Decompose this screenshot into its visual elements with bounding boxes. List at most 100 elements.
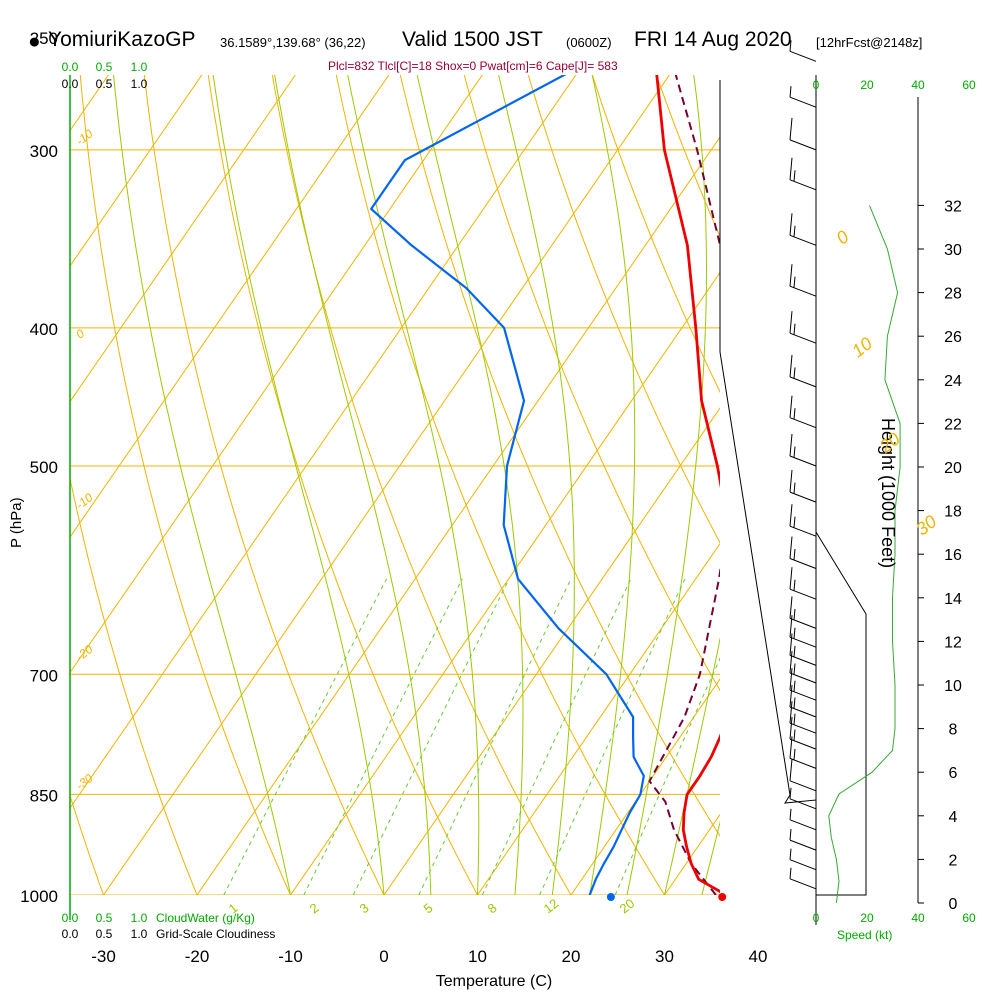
cloudwater-tick-bottom: 0.0 [62,911,79,925]
wind-barb-half [793,627,796,639]
isotherm [70,75,390,538]
cloudwater-tick-top: 0.5 [96,60,113,74]
wind-barb-half [789,808,792,820]
isotherm [383,407,720,895]
height-axis-title: Height (1000 Feet) [878,418,898,568]
dry-adiabat [70,476,198,895]
wind-barb-flag [789,701,793,724]
dry-adiabat [591,75,720,393]
wind-barb-half [793,170,796,182]
wind-barb-staff [789,139,817,151]
cloudwater-tick-bottom: 1.0 [131,911,148,925]
height-tick-label: 0 [949,896,958,913]
wind-barb [789,867,817,890]
wind-barb [789,701,817,734]
wind-barb [789,40,817,62]
mixing-ratio-label: 8 [485,900,500,916]
wind-barb-half [789,829,792,841]
temp-tick-label: 30 [655,947,674,966]
speed-panel-frame [815,531,867,896]
isotherm-label: 0 [73,326,87,341]
moist-adiabat [347,75,480,895]
wind-barb-staff [789,332,817,344]
wind-barb-flag [789,470,793,493]
wind-barb-half [793,697,796,709]
wind-barb-flag [789,213,793,236]
skewt-plot-area [70,12,1000,925]
dry-adiabat [271,75,572,895]
wind-barb [789,758,817,792]
wind-barb-staff [789,738,817,750]
cloudiness-tick-bottom: 0.5 [96,927,113,941]
height-tick-label: 4 [949,809,958,826]
wind-barb-flag [789,758,793,781]
pressure-label: 300 [30,142,58,161]
pressure-label: 850 [30,786,58,805]
wind-barb-staff [789,722,817,734]
isotherm [477,542,720,895]
height-tick-label: 30 [944,242,962,259]
mixing-ratio-label: 5 [421,900,436,916]
wind-barb-half [793,579,796,591]
isotherm [70,75,296,403]
temp-tick-label: 0 [379,947,388,966]
wind-barb-flag [789,596,793,619]
wind-barb-flag [789,684,793,708]
pressure-axis-title: P (hPa) [8,497,25,548]
wind-barb-staff [789,672,817,684]
wind-barb [789,668,817,701]
wind-barb [789,829,817,851]
speed-tick-top: 60 [962,78,976,92]
wind-barb-staff [789,839,817,851]
wind-barb-staff [789,455,817,467]
cloudwater-label: CloudWater (g/Kg) [156,911,255,925]
moist-adiabat [498,75,575,895]
wind-barb [789,684,817,718]
wind-barb [789,808,817,831]
wind-barb-staff [789,878,817,890]
speed-tick-bottom: 60 [962,911,976,925]
height-tick-label: 16 [944,547,962,564]
wind-speed-curve [828,205,901,904]
wind-barb-half [793,748,796,760]
wind-barb-staff [789,234,817,246]
isotherm-label: 0 [832,227,852,249]
cloudiness-tick-bottom: 0.0 [62,927,79,941]
moist-adiabat [113,75,291,895]
wind-barb-half [793,323,796,335]
wind-barb-staff [789,706,817,718]
mixing-ratio-line [303,578,463,895]
wind-barb-flag [789,717,793,740]
valid-utc: (0600Z) [566,35,612,50]
isotherm [103,75,670,895]
wind-barb [789,650,817,684]
height-tick-label: 10 [944,678,962,695]
dry-adiabat [884,12,1000,925]
mixing-ratio-line [418,578,572,895]
wind-barb-half [793,608,796,620]
isotherm [70,75,203,267]
speed-label: Speed (kt) [837,928,892,942]
wind-barb-half [793,367,796,379]
dry-adiabat [335,75,666,895]
wind-barb-half [793,225,796,237]
wind-barb-staff [789,285,817,297]
cloudiness-tick-bottom: 1.0 [131,927,148,941]
wind-barb-half [789,848,792,860]
dry-adiabat [527,75,720,544]
speed-tick-bottom: 20 [860,911,874,925]
wind-barb-flag [789,650,793,674]
wind-barb [789,567,817,600]
temp-axis-title: Temperature (C) [436,973,552,990]
wind-barb-half [789,787,792,799]
sounding-indices: Plcl=832 Tlcl[C]=18 Shox=0 Pwat[cm]=6 Ca… [328,59,618,73]
pressure-label: 1000 [20,887,58,906]
temp-tick-label: 10 [468,947,487,966]
isotherm-label: -30 [73,771,96,793]
pressure-label: 700 [30,666,58,685]
wind-barb-staff [789,780,817,792]
moist-adiabat [589,75,636,895]
wind-barb-half [789,86,792,98]
wind-barb-half [793,680,796,692]
station-name: YomiuriKazoGP [48,28,196,51]
